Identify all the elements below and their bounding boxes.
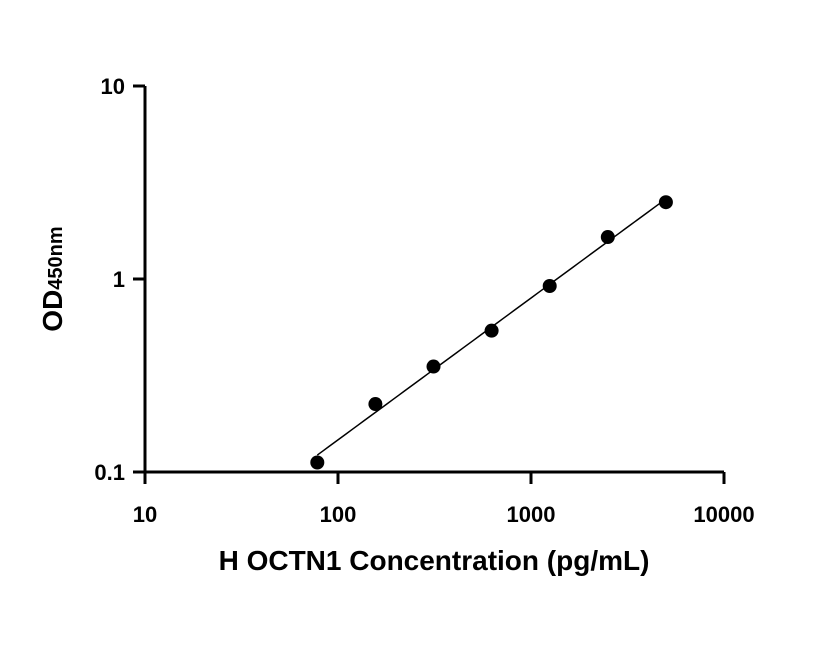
y-axis-title-main: OD (37, 290, 68, 332)
data-point-3 (484, 323, 499, 338)
ticks: 10 100 1000 10000 0.1 1 10 (94, 74, 754, 527)
x-tick-label-1: 100 (320, 502, 357, 527)
y-axis-title: OD450nm (37, 226, 68, 331)
y-tick-label-1: 1 (113, 267, 125, 292)
data-point-5 (600, 230, 615, 245)
x-tick-label-0: 10 (133, 502, 157, 527)
x-tick-label-3: 10000 (693, 502, 754, 527)
data-point-1 (368, 397, 383, 412)
y-tick-label-0: 0.1 (94, 460, 125, 485)
data-points (310, 195, 673, 470)
axes (143, 86, 724, 474)
data-point-4 (542, 278, 557, 293)
data-point-6 (658, 195, 673, 210)
x-axis-title: H OCTN1 Concentration (pg/mL) (219, 545, 650, 576)
y-axis-title-subscript: 450nm (45, 226, 67, 289)
x-tick-label-2: 1000 (507, 502, 556, 527)
data-point-2 (426, 359, 441, 374)
data-point-0 (310, 455, 325, 470)
y-tick-label-2: 10 (101, 74, 125, 99)
